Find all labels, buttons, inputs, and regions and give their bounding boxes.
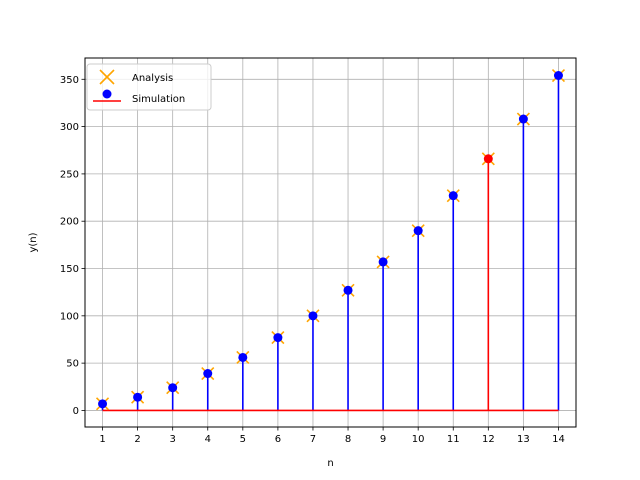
x-axis-label: n <box>327 458 333 469</box>
y-tick-label: 250 <box>60 169 79 180</box>
y-tick-label: 150 <box>60 264 79 275</box>
simulation-point <box>553 71 563 81</box>
simulation-point <box>98 399 108 409</box>
legend-analysis-label: Analysis <box>132 73 173 84</box>
simulation-point <box>168 383 178 393</box>
simulation-point <box>273 333 283 343</box>
x-tick-label: 9 <box>380 434 386 445</box>
simulation-point <box>238 352 248 362</box>
y-tick-label: 350 <box>60 75 79 86</box>
x-tick-label: 11 <box>447 434 460 445</box>
simulation-point <box>308 311 318 321</box>
y-axis-ticks: 0 50 100 150 200 250 300 350 <box>60 75 85 417</box>
simulation-point <box>133 392 143 402</box>
legend: Analysis Simulation <box>86 63 212 111</box>
simulation-point <box>518 114 528 124</box>
simulation-point <box>413 226 423 236</box>
x-tick-label: 3 <box>169 434 175 445</box>
x-tick-label: 14 <box>552 434 565 445</box>
data-points <box>95 68 566 411</box>
legend-analysis-marker-icon <box>99 69 115 85</box>
legend-simulation-label: Simulation <box>132 94 185 105</box>
y-tick-label: 100 <box>60 311 79 322</box>
y-tick-label: 200 <box>60 217 79 228</box>
x-tick-label: 7 <box>310 434 316 445</box>
axes-frame <box>84 57 577 428</box>
x-tick-label: 5 <box>240 434 246 445</box>
x-tick-label: 8 <box>345 434 351 445</box>
x-tick-label: 6 <box>275 434 281 445</box>
y-axis-label: y(n) <box>28 232 39 252</box>
legend-box <box>86 63 212 111</box>
x-tick-label: 13 <box>517 434 530 445</box>
simulation-point <box>343 285 353 295</box>
simulation-point <box>483 154 493 164</box>
x-tick-label: 4 <box>205 434 211 445</box>
legend-simulation-marker-icon <box>93 89 121 102</box>
x-tick-label: 1 <box>99 434 105 445</box>
x-tick-label: 10 <box>412 434 425 445</box>
stem-lines <box>101 75 560 411</box>
y-tick-label: 50 <box>66 359 79 370</box>
simulation-point <box>448 191 458 201</box>
simulation-point <box>203 369 213 379</box>
simulation-point <box>378 257 388 267</box>
x-tick-label: 2 <box>134 434 140 445</box>
x-tick-label: 12 <box>482 434 495 445</box>
y-tick-label: 0 <box>73 406 79 417</box>
y-tick-label: 300 <box>60 122 79 133</box>
x-axis-ticks: 1 2 3 4 5 6 7 8 9 10 11 12 13 14 <box>99 427 565 445</box>
